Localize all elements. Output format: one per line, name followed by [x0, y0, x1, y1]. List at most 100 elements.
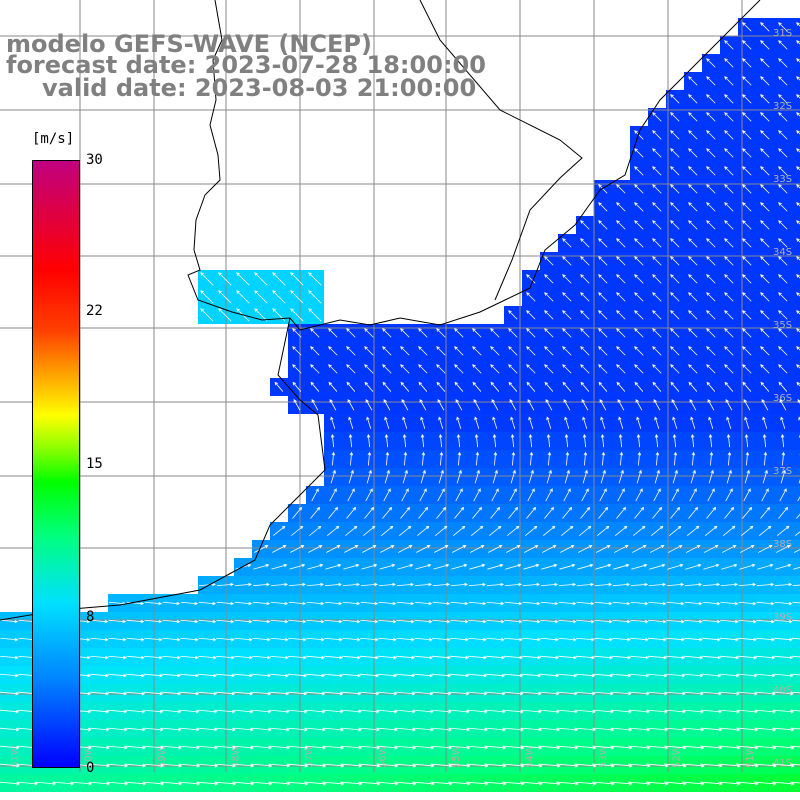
wind-arrow [718, 763, 741, 768]
wind-arrow [739, 544, 755, 553]
wind-arrow [232, 763, 255, 768]
wind-arrow [292, 346, 302, 356]
wind-arrow [575, 673, 596, 678]
wind-arrow [196, 781, 219, 786]
wind-arrow [688, 202, 698, 212]
wind-arrow [742, 506, 753, 519]
wind-arrow [452, 525, 466, 536]
wind-arrow [762, 433, 767, 448]
wind-arrow [0, 655, 19, 660]
wind-arrow [778, 292, 788, 302]
wind-arrow [540, 582, 559, 587]
latitude-label: 35S [773, 320, 792, 331]
wind-arrow [580, 506, 591, 519]
wind-arrow [382, 364, 392, 374]
wind-arrow [484, 763, 507, 768]
wind-arrow [742, 94, 752, 104]
wind-arrow [778, 76, 788, 86]
wind-arrow [724, 40, 734, 50]
wind-arrow [754, 709, 777, 714]
wind-speed-cell [792, 648, 800, 666]
wind-arrow [125, 673, 145, 678]
wind-arrow [522, 619, 541, 624]
wind-arrow [682, 745, 705, 750]
wind-arrow [346, 506, 357, 519]
wind-arrow [419, 399, 427, 411]
wind-arrow [761, 488, 769, 502]
wind-arrow [544, 364, 554, 374]
wind-arrow [486, 582, 504, 587]
wind-speed-cell [792, 720, 800, 738]
wind-arrow [592, 781, 615, 786]
wind-arrow [348, 469, 354, 484]
wind-speed-cell [792, 288, 800, 306]
wind-arrow [126, 601, 145, 606]
wind-arrow [619, 451, 624, 466]
wind-arrow [564, 433, 569, 448]
wind-arrow [796, 346, 800, 351]
wind-arrow [450, 637, 469, 642]
wind-arrow [634, 148, 644, 158]
wind-speed-cell [792, 666, 800, 684]
wind-arrow [703, 563, 720, 570]
wind-arrow [526, 364, 536, 374]
wind-arrow [683, 637, 703, 642]
wind-speed-cell [792, 612, 800, 630]
wind-arrow [724, 274, 734, 284]
wind-arrow [438, 433, 443, 448]
wind-arrow [430, 727, 452, 732]
wind-arrow [143, 709, 164, 714]
longitude-label: 52W [672, 745, 683, 768]
wind-arrow [595, 563, 612, 570]
wind-arrow [720, 601, 739, 606]
wind-arrow [544, 256, 554, 266]
wind-arrow [778, 94, 788, 104]
wind-arrow [545, 399, 553, 411]
wind-arrow [724, 148, 734, 158]
wind-arrow [558, 619, 577, 624]
wind-arrow [778, 506, 789, 519]
wind-arrow [304, 745, 327, 750]
wind-arrow [200, 308, 214, 322]
wind-arrow [688, 381, 698, 392]
wind-arrow [434, 545, 449, 553]
wind-arrow [796, 381, 800, 387]
wind-arrow [778, 274, 788, 284]
wind-arrow [562, 328, 572, 338]
wind-arrow [180, 637, 199, 642]
wind-arrow [706, 328, 716, 338]
latitude-label: 38S [773, 539, 792, 550]
wind-arrow [688, 274, 698, 284]
wind-arrow [466, 781, 489, 786]
wind-arrow [790, 709, 800, 712]
wind-arrow [577, 563, 594, 570]
wind-arrow [647, 655, 668, 660]
wind-arrow [598, 328, 608, 338]
wind-arrow [322, 763, 345, 768]
wind-arrow [634, 256, 644, 266]
wind-arrow [510, 416, 516, 429]
colorbar-tick-22: 22 [86, 303, 103, 319]
wind-arrow [292, 381, 302, 392]
wind-arrow [575, 691, 596, 696]
wind-arrow [796, 22, 800, 27]
wind-arrow [450, 582, 468, 587]
wind-arrow [384, 469, 390, 484]
wind-arrow [600, 416, 606, 429]
wind-arrow [196, 745, 218, 750]
wind-arrow [287, 691, 308, 696]
wind-arrow [359, 655, 379, 660]
wind-arrow [347, 488, 355, 502]
lat-lon-grid: 31S 32S 33S 34S 35S 36S 37S 38S 39S 40S 41S 61W 60W 5… [0, 0, 800, 772]
wind-arrow [724, 310, 734, 320]
wind-arrow [546, 469, 552, 484]
wind-arrow [690, 433, 695, 448]
wind-arrow [763, 451, 768, 466]
wind-arrow [616, 238, 626, 248]
wind-arrow [358, 745, 381, 750]
wind-arrow [724, 184, 734, 194]
wind-arrow [574, 763, 597, 768]
wind-arrow [233, 655, 253, 660]
wind-arrow [670, 238, 680, 248]
wind-arrow [778, 184, 788, 194]
